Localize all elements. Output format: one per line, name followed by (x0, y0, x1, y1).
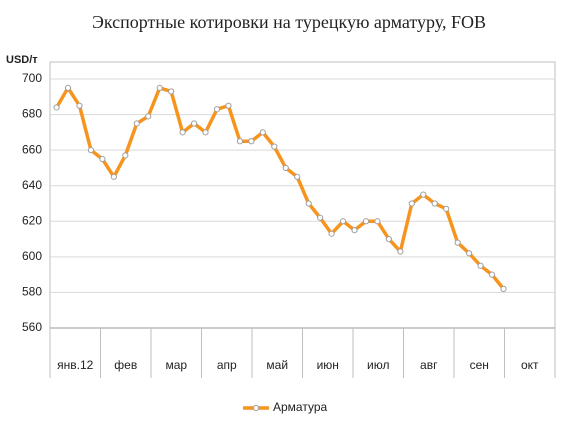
data-point (385, 235, 392, 243)
y-tick-label: 640 (22, 178, 42, 192)
data-point (145, 113, 152, 120)
data-point (454, 239, 461, 246)
chart-title: Экспортные котировки на турецкую арматур… (91, 12, 487, 32)
data-point (179, 129, 186, 136)
data-point (259, 129, 266, 136)
data-point (271, 143, 278, 150)
x-tick-label: сен (470, 358, 489, 372)
data-point (351, 227, 358, 234)
data-point (236, 138, 244, 145)
x-tick-label: окт (521, 358, 539, 372)
y-tick-label: 680 (22, 107, 42, 121)
data-point (362, 218, 370, 225)
legend-label: Арматура (273, 400, 328, 414)
data-point (374, 218, 381, 225)
data-point (99, 155, 106, 163)
data-point (87, 147, 95, 154)
data-point (328, 230, 335, 237)
x-tick-label: авг (420, 358, 438, 372)
data-point (466, 250, 473, 257)
data-point (64, 84, 72, 91)
data-point (248, 138, 255, 145)
data-point (202, 129, 209, 136)
data-point (420, 191, 427, 198)
data-point (156, 84, 163, 91)
data-point (443, 205, 450, 212)
data-point (317, 214, 324, 221)
y-tick-label: 620 (22, 213, 42, 227)
data-point (282, 164, 289, 172)
y-tick-label: 560 (22, 320, 42, 334)
data-point (408, 200, 415, 207)
data-point (225, 102, 232, 109)
x-tick-label: янв.12 (57, 358, 94, 372)
data-point (431, 200, 438, 207)
data-point (133, 120, 140, 127)
data-point (397, 248, 404, 255)
plot-area (49, 61, 556, 329)
data-point (76, 102, 83, 109)
y-tick-label: 600 (22, 249, 42, 263)
data-point (122, 152, 129, 159)
x-tick-label: фев (114, 358, 137, 372)
data-point (190, 120, 198, 127)
x-tick-label: апр (217, 358, 237, 372)
y-axis-label: USD/т (6, 54, 38, 66)
x-tick-label: май (266, 358, 288, 372)
data-point (110, 173, 117, 180)
data-point (488, 271, 496, 278)
data-point (213, 106, 221, 113)
legend-marker (252, 404, 260, 412)
x-tick-label: июл (367, 358, 389, 372)
x-tick-label: июн (317, 358, 339, 372)
x-tick-label: мар (165, 358, 187, 372)
data-point (500, 285, 507, 292)
data-point (53, 104, 60, 111)
y-tick-label: 700 (22, 71, 42, 85)
data-point (339, 218, 347, 225)
data-point (294, 173, 301, 180)
data-point (168, 88, 175, 95)
y-tick-label: 580 (22, 285, 42, 299)
y-tick-label: 660 (22, 142, 42, 156)
data-line (55, 86, 505, 290)
data-point (477, 262, 484, 269)
data-point (305, 200, 312, 207)
